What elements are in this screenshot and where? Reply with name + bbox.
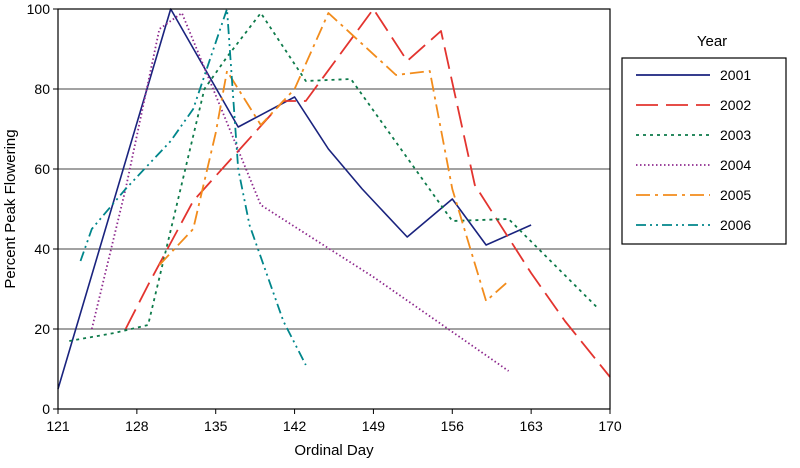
legend-label-2004: 2004 xyxy=(720,157,751,173)
series-line-2002 xyxy=(124,8,611,378)
x-tick-label: 128 xyxy=(125,418,149,434)
y-tick-label: 80 xyxy=(34,81,50,97)
series-line-2005 xyxy=(158,12,510,302)
series-line-2003 xyxy=(69,12,600,342)
legend-label-2006: 2006 xyxy=(720,217,751,233)
legend-items: 2001 2002 2003 2004 2005 2006 xyxy=(636,67,751,233)
x-tick-label: 121 xyxy=(46,418,70,434)
x-tick-label: 142 xyxy=(283,418,307,434)
y-tick-label: 60 xyxy=(34,161,50,177)
legend-box xyxy=(621,57,787,245)
legend-label-2001: 2001 xyxy=(720,67,751,83)
x-tick-label: 163 xyxy=(519,418,543,434)
series-lines xyxy=(57,8,611,390)
axis-ticks: 121 128 135 142 149 156 163 170 0 20 40 60 80 100 xyxy=(27,1,622,434)
y-tick-label: 0 xyxy=(42,401,50,417)
y-tick-label: 100 xyxy=(27,1,51,17)
legend: Year 2001 2002 2003 2004 2005 2006 xyxy=(621,33,787,245)
y-tick-label: 20 xyxy=(34,321,50,337)
legend-label-2005: 2005 xyxy=(720,187,751,203)
legend-title: Year xyxy=(697,33,727,50)
series-line-2001 xyxy=(57,8,532,390)
series-line-2006 xyxy=(79,8,307,366)
x-tick-label: 149 xyxy=(362,418,386,434)
x-tick-label: 170 xyxy=(598,418,622,434)
x-tick-label: 156 xyxy=(441,418,465,434)
y-tick-label: 40 xyxy=(34,241,50,257)
x-axis-title: Ordinal Day xyxy=(294,442,374,459)
x-tick-label: 135 xyxy=(204,418,228,434)
gridlines xyxy=(58,88,610,330)
plot-frame xyxy=(57,8,611,410)
legend-label-2003: 2003 xyxy=(720,127,751,143)
legend-label-2002: 2002 xyxy=(720,97,751,113)
y-axis-title: Percent Peak Flowering xyxy=(2,129,19,288)
